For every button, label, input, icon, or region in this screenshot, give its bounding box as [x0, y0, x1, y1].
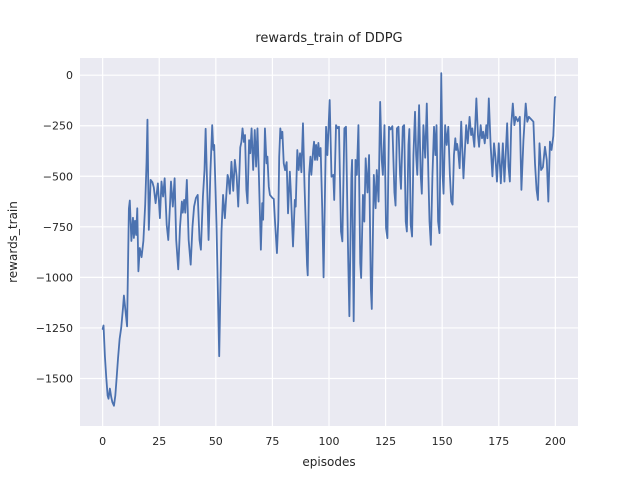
- x-tick-label: 200: [545, 435, 566, 448]
- y-tick-label: −750: [43, 221, 73, 234]
- x-tick-label: 100: [319, 435, 340, 448]
- y-axis-label: rewards_train: [6, 201, 20, 283]
- rewards-line: [101, 72, 557, 407]
- y-tick-label: 0: [66, 69, 73, 82]
- y-tick-label: −500: [43, 170, 73, 183]
- y-tick-label: −1250: [36, 322, 73, 335]
- chart-title: rewards_train of DDPG: [255, 31, 402, 46]
- x-tick-label: 75: [265, 435, 279, 448]
- x-tick-label: 50: [209, 435, 223, 448]
- y-tick-label: −1500: [36, 372, 73, 385]
- x-axis-label: episodes: [302, 455, 355, 469]
- x-tick-label: 25: [152, 435, 166, 448]
- y-tick-label: −250: [43, 120, 73, 133]
- x-tick-label: 125: [375, 435, 396, 448]
- x-tick-label: 150: [432, 435, 453, 448]
- x-tick-label: 175: [488, 435, 509, 448]
- y-tick-labels: 0 −250 −500 −750 −1000 −1250 −1500: [36, 69, 73, 385]
- x-tick-labels: 0 25 50 75 100 125 150 175 200: [99, 435, 566, 448]
- x-tick-label: 0: [99, 435, 106, 448]
- y-tick-label: −1000: [36, 271, 73, 284]
